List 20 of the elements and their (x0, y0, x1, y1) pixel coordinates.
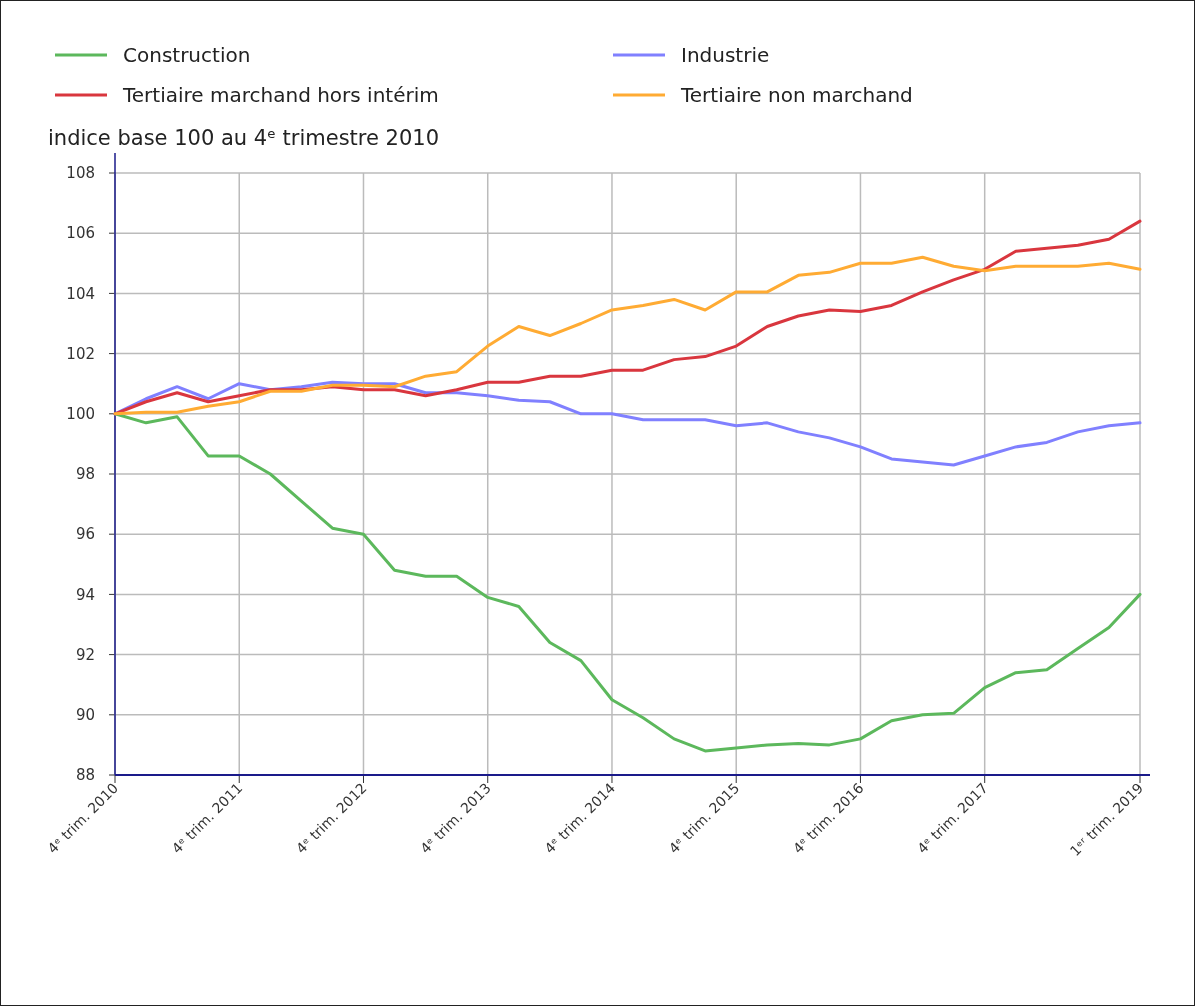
line-series (113, 412, 1142, 753)
y-tick-label: 94 (75, 585, 95, 604)
y-tick-label: 98 (75, 465, 95, 484)
y-tick-label: 92 (75, 645, 95, 664)
y-tick-label: 108 (66, 164, 95, 183)
line-series (113, 255, 1142, 416)
line-series (113, 219, 1142, 416)
legend-label: Tertiaire marchand hors intérim (122, 83, 439, 107)
y-tick-label: 102 (66, 344, 95, 363)
y-tick-label: 100 (66, 405, 95, 424)
legend-label: Industrie (681, 43, 770, 67)
y-tick-label: 88 (75, 766, 95, 785)
y-axis-title: indice base 100 au 4ᵉ trimestre 2010 (48, 126, 440, 150)
y-tick-label: 106 (66, 224, 95, 243)
y-tick-label: 90 (75, 706, 95, 725)
y-tick-label: 104 (66, 284, 95, 303)
line-series (113, 380, 1142, 467)
legend-label: Construction (123, 43, 251, 67)
legend-label: Tertiaire non marchand (680, 83, 913, 107)
y-tick-label: 96 (75, 525, 95, 544)
